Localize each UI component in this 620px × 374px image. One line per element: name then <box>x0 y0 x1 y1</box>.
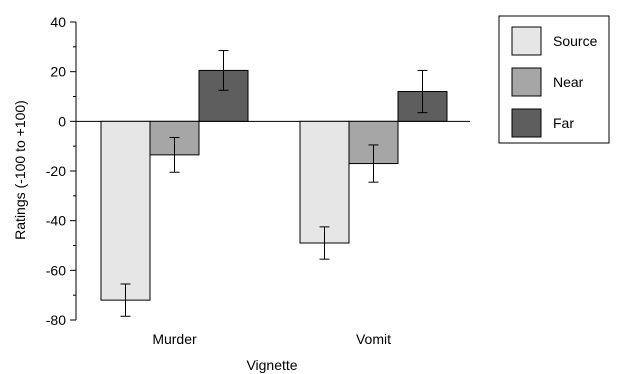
legend-label: Far <box>553 115 574 131</box>
y-tick-label: -40 <box>46 213 66 229</box>
legend-label: Source <box>553 33 598 49</box>
y-tick-label: 20 <box>50 64 66 80</box>
y-tick-label: -80 <box>46 312 66 328</box>
y-axis-label: Ratings (-100 to +100) <box>12 100 28 240</box>
category-label: Vomit <box>356 331 391 347</box>
legend-items: Source Near Far <box>511 26 598 138</box>
legend-swatch-source <box>511 26 542 56</box>
x-axis-label: Vignette <box>246 357 297 373</box>
legend-swatch-near <box>511 67 542 97</box>
legend-swatch-far <box>511 108 542 138</box>
y-tick-label: 40 <box>50 14 66 30</box>
category-label: Murder <box>152 331 197 347</box>
y-ticks: -80 -60 -40 -20 0 20 40 <box>46 14 76 328</box>
y-tick-label: -20 <box>46 163 66 179</box>
bar-source-vomit <box>299 120 350 244</box>
category-labels: Murder Vomit <box>152 331 391 347</box>
bars <box>100 50 448 317</box>
bar-source-murder <box>100 120 151 301</box>
y-minor-ticks <box>73 46 76 296</box>
legend: Source Near Far <box>498 15 610 144</box>
y-tick-label: 0 <box>58 113 66 129</box>
legend-label: Near <box>553 74 584 90</box>
y-tick-label: -60 <box>46 262 66 278</box>
